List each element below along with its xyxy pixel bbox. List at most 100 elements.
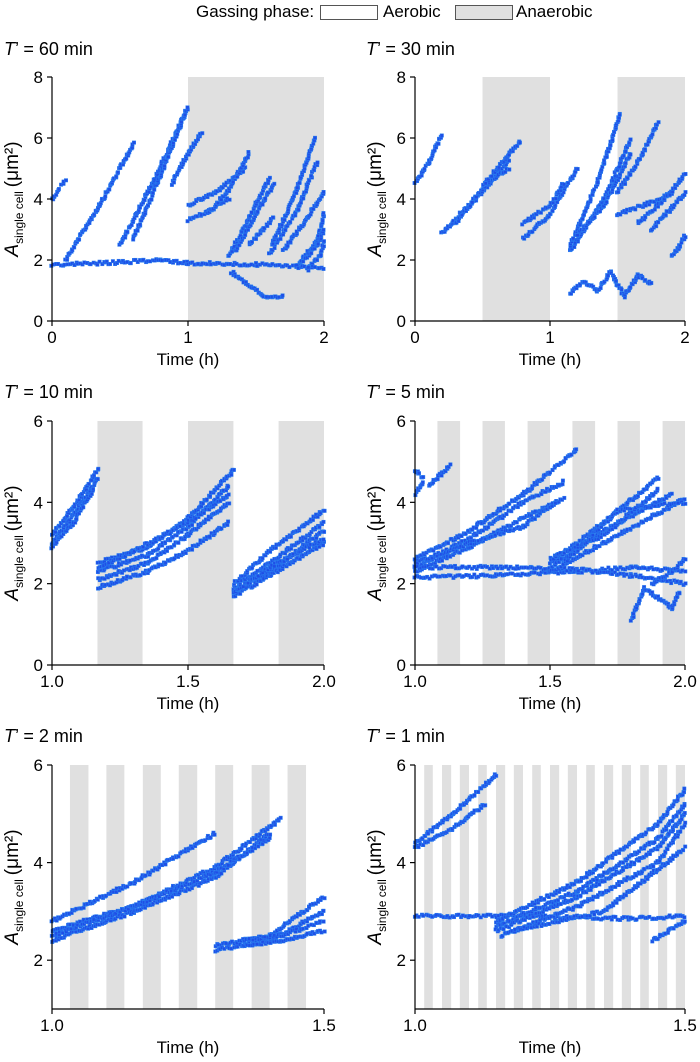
data-point (283, 227, 288, 232)
data-point (262, 935, 267, 939)
data-point (267, 175, 272, 180)
data-point (470, 200, 475, 205)
anaerobic-band (188, 421, 234, 665)
data-point (125, 229, 130, 234)
data-point (227, 501, 232, 506)
data-point (656, 220, 661, 225)
data-point (453, 566, 458, 571)
data-point (440, 558, 445, 563)
data-point (676, 501, 681, 506)
y-tick-label: 0 (397, 312, 406, 331)
data-point (517, 140, 522, 145)
y-axis-label-unit: (μm²) (365, 485, 386, 531)
y-axis-label: Asingle cell(μm²) (2, 485, 26, 601)
data-point (560, 478, 565, 483)
data-point (489, 174, 494, 179)
data-point (474, 195, 479, 200)
data-point (631, 611, 636, 616)
data-point (610, 138, 615, 142)
data-point (683, 557, 688, 562)
y-tick-label: 0 (34, 656, 43, 675)
data-point (553, 196, 558, 201)
data-point (322, 508, 327, 513)
data-point (231, 467, 236, 472)
data-point (598, 286, 603, 290)
data-point (439, 473, 444, 478)
data-point (642, 147, 647, 152)
data-point (571, 236, 576, 241)
data-point (435, 477, 440, 482)
data-point (316, 241, 321, 246)
data-point (621, 153, 626, 158)
y-tick-label: 2 (34, 575, 43, 594)
data-point (132, 140, 136, 145)
anaerobic-band (215, 765, 234, 1009)
data-point (207, 534, 212, 539)
data-point (301, 196, 306, 201)
data-point (297, 181, 302, 185)
data-point (656, 476, 661, 481)
data-point (96, 466, 101, 471)
y-tick-label: 6 (397, 412, 406, 431)
data-point (532, 570, 537, 575)
data-point (481, 528, 485, 533)
data-point (321, 519, 326, 524)
data-point (263, 196, 268, 201)
y-axis-label-subscript: single cell (12, 535, 26, 588)
data-point (183, 551, 188, 555)
y-axis-label-unit: (μm²) (365, 141, 386, 187)
data-point (662, 501, 667, 506)
data-point (683, 172, 688, 176)
y-tick-label: 0 (34, 312, 43, 331)
data-point (190, 260, 195, 265)
data-point (272, 564, 277, 569)
data-point (643, 215, 648, 220)
data-point (201, 511, 206, 515)
data-point (72, 245, 77, 250)
data-point (204, 497, 209, 502)
data-point (237, 243, 242, 248)
data-point (190, 547, 195, 552)
data-point (633, 207, 638, 212)
data-point (309, 173, 314, 178)
data-point (166, 154, 171, 159)
data-point (288, 534, 293, 539)
data-point (107, 187, 112, 192)
data-point (322, 529, 327, 534)
data-point (683, 501, 688, 506)
data-point (321, 211, 326, 216)
data-point (520, 571, 525, 576)
x-axis-label: Time (h) (519, 350, 582, 369)
data-point (217, 261, 222, 266)
data-point (179, 119, 184, 124)
data-point (651, 567, 656, 572)
anaerobic-band (69, 765, 89, 1009)
data-point (507, 158, 511, 163)
data-point (623, 161, 628, 165)
data-point (91, 487, 96, 492)
anaerobic-band (287, 765, 307, 1009)
data-point (200, 131, 205, 136)
data-point (637, 598, 642, 602)
data-point (295, 185, 300, 190)
data-point (420, 480, 425, 485)
x-tick-label: 1.5 (538, 672, 562, 691)
x-tick-label: 2.0 (673, 672, 697, 691)
anaerobic-band (482, 421, 505, 665)
data-point (260, 202, 265, 207)
y-axis-label: Asingle cell(μm²) (365, 485, 389, 601)
data-point (650, 590, 655, 595)
data-point (683, 581, 688, 586)
data-point (81, 905, 86, 910)
x-tick-label: 2 (319, 328, 328, 347)
data-point (254, 582, 259, 587)
data-point (278, 815, 283, 820)
data-point (504, 512, 509, 517)
x-tick-label: 1.0 (40, 672, 64, 691)
data-point (617, 112, 622, 117)
data-point (652, 207, 657, 212)
data-point (170, 894, 175, 899)
data-point (575, 167, 580, 171)
